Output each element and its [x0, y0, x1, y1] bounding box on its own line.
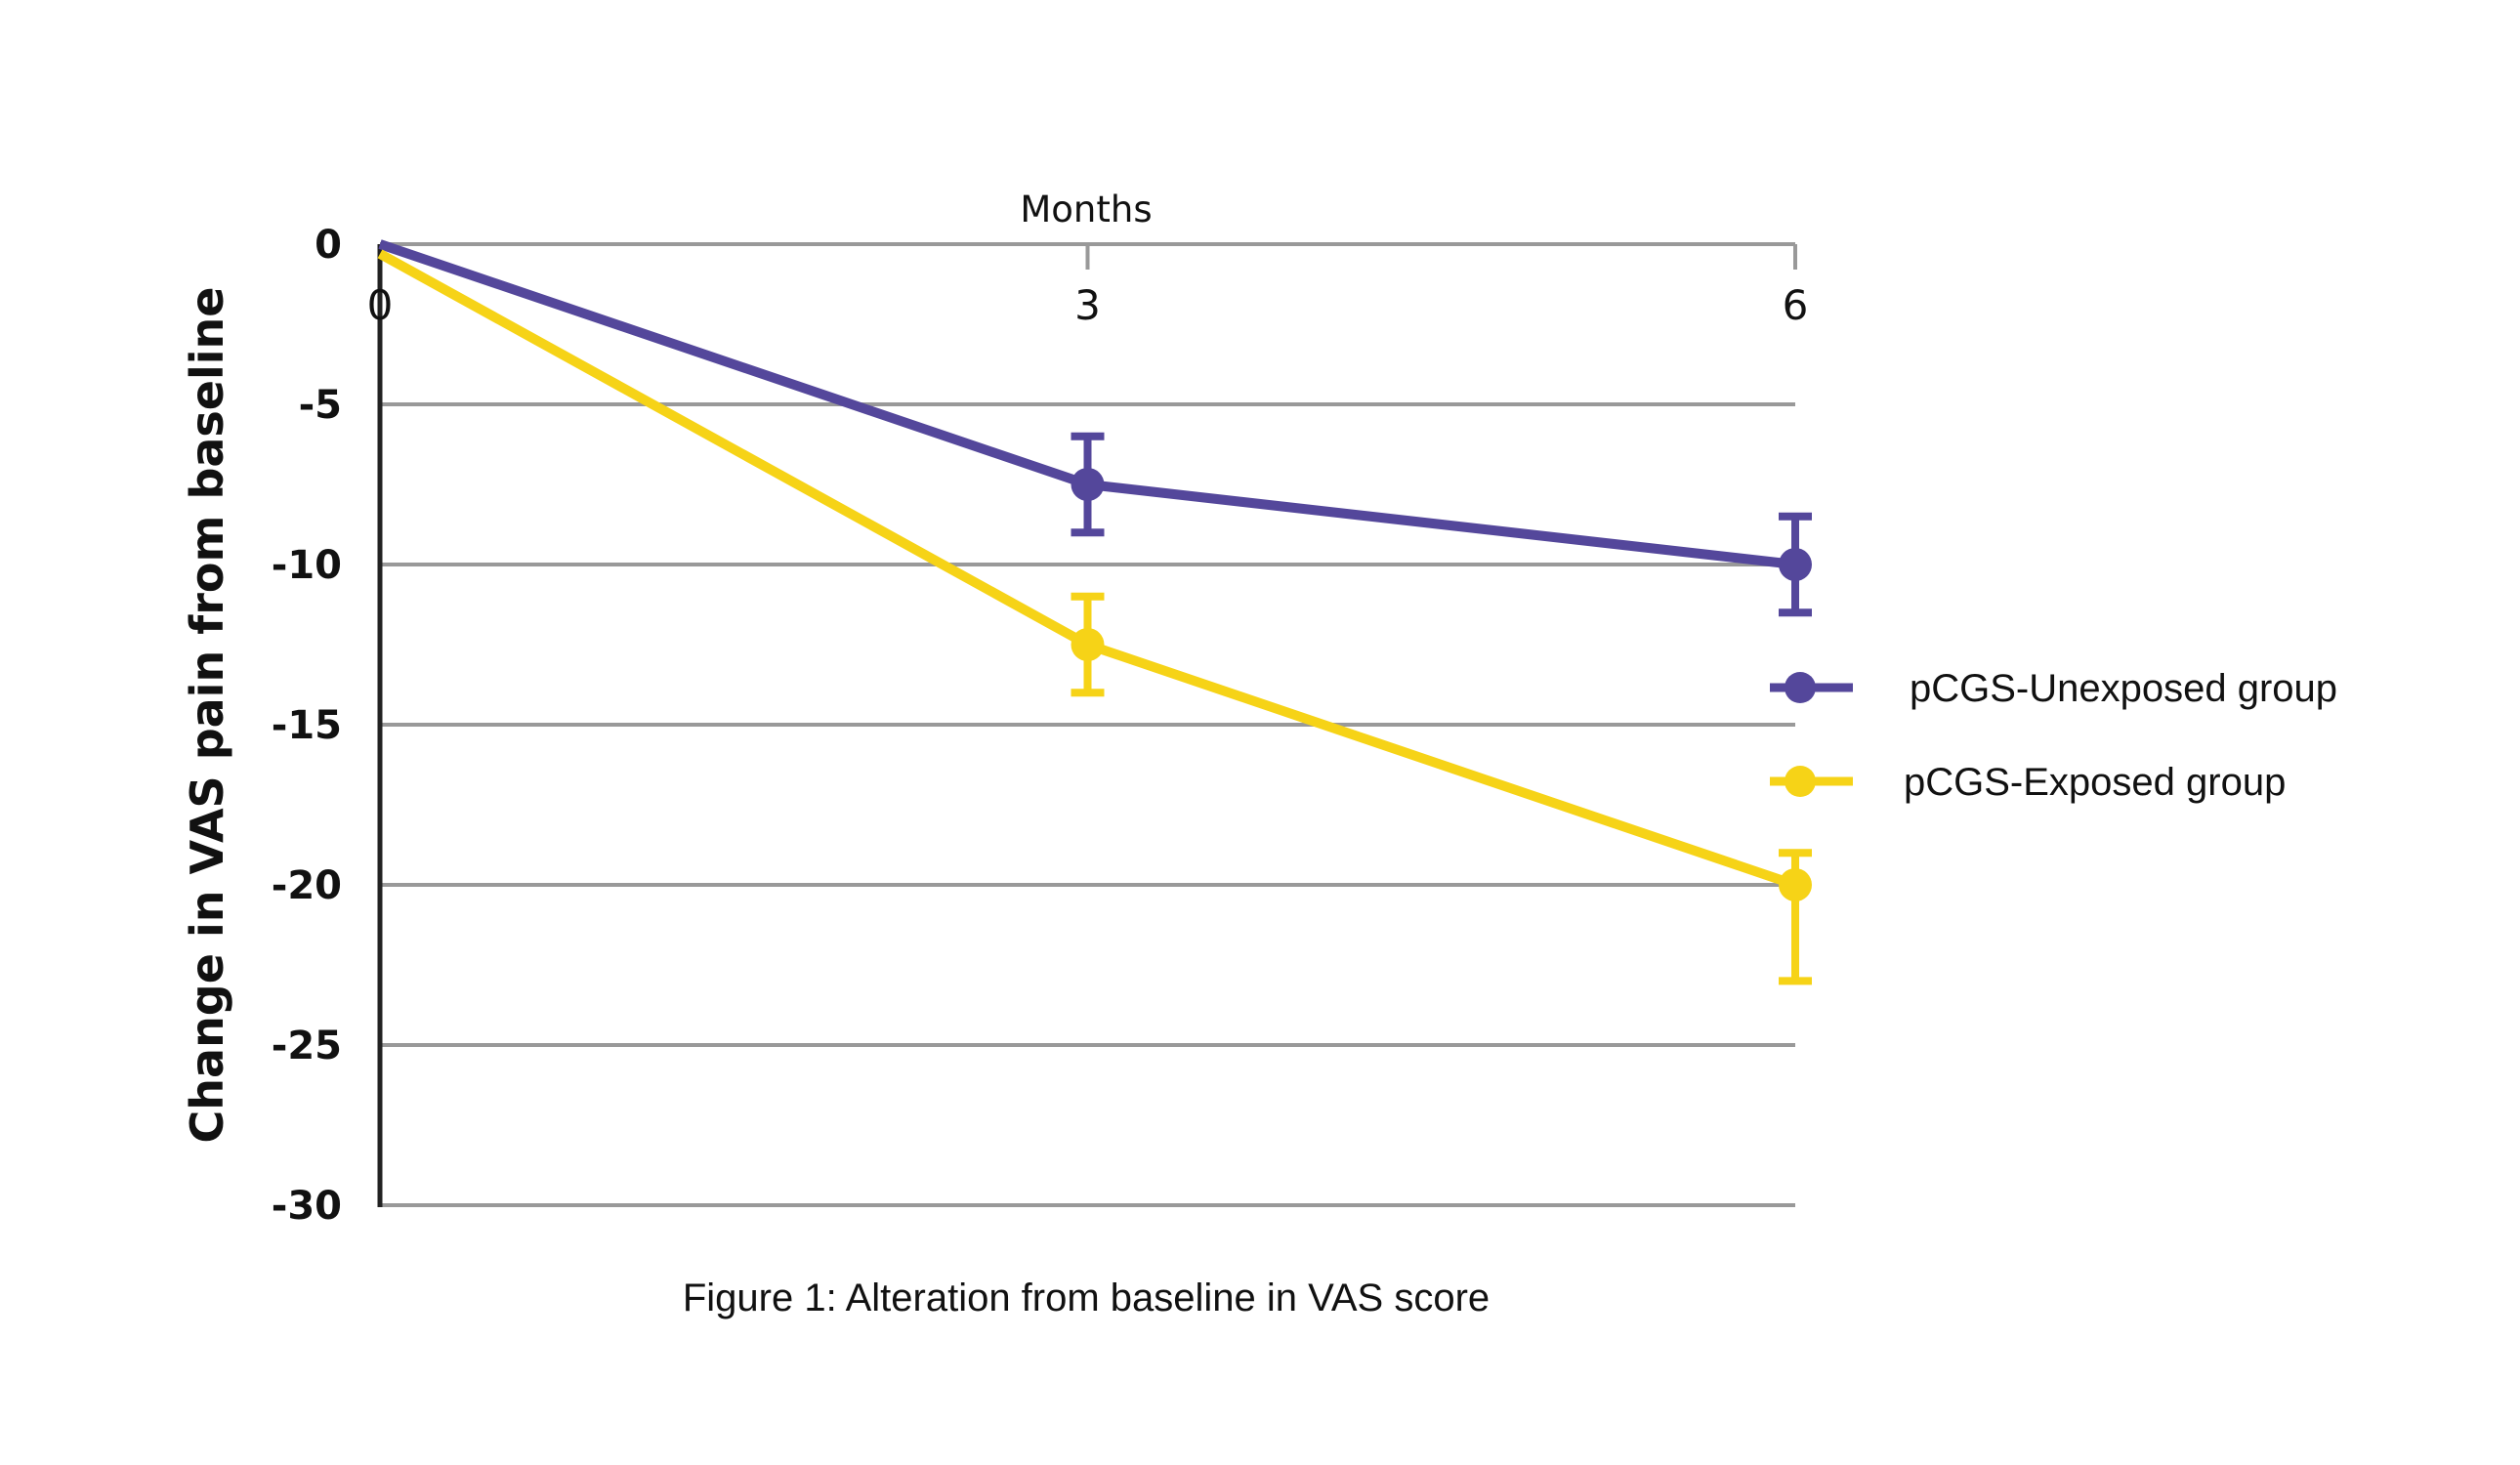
- y-tick-label: -10: [272, 543, 342, 588]
- x-tick-label: 6: [1783, 281, 1809, 329]
- y-tick-label: -15: [272, 703, 342, 748]
- y-axis-label: Change in VAS pain from baseline: [181, 287, 233, 1144]
- series-exposed: [377, 249, 1812, 985]
- y-ticks: 0 -5 -10 -15 -20 -25 -30: [272, 223, 342, 1229]
- data-point: [1071, 468, 1105, 501]
- series-line: [377, 249, 1797, 890]
- figure-caption: Figure 1: Alteration from baseline in VA…: [683, 1277, 1490, 1319]
- x-tick-label: 3: [1074, 281, 1101, 329]
- x-axis-label: Months: [1020, 188, 1152, 230]
- y-tick-label: 0: [315, 223, 342, 268]
- legend-marker: [1785, 766, 1816, 797]
- data-point: [1779, 868, 1812, 901]
- series-unexposed: [378, 239, 1812, 617]
- y-tick-label: -20: [272, 863, 342, 908]
- series-group: [377, 239, 1812, 985]
- y-tick-label: -30: [272, 1184, 342, 1229]
- legend-label: pCGS-Exposed group: [1904, 761, 2286, 804]
- legend-label: pCGS-Unexposed group: [1910, 667, 2337, 710]
- data-point: [1071, 628, 1105, 661]
- y-tick-label: -5: [299, 383, 342, 428]
- legend-marker: [1785, 672, 1816, 703]
- gridlines: [380, 242, 1795, 1207]
- x-tick-label: 0: [367, 281, 394, 329]
- y-tick-label: -25: [272, 1024, 342, 1068]
- legend: pCGS-Unexposed group pCGS-Exposed group: [1770, 667, 2337, 804]
- data-point: [1779, 548, 1812, 581]
- x-ticks: 0 3 6: [367, 244, 1809, 329]
